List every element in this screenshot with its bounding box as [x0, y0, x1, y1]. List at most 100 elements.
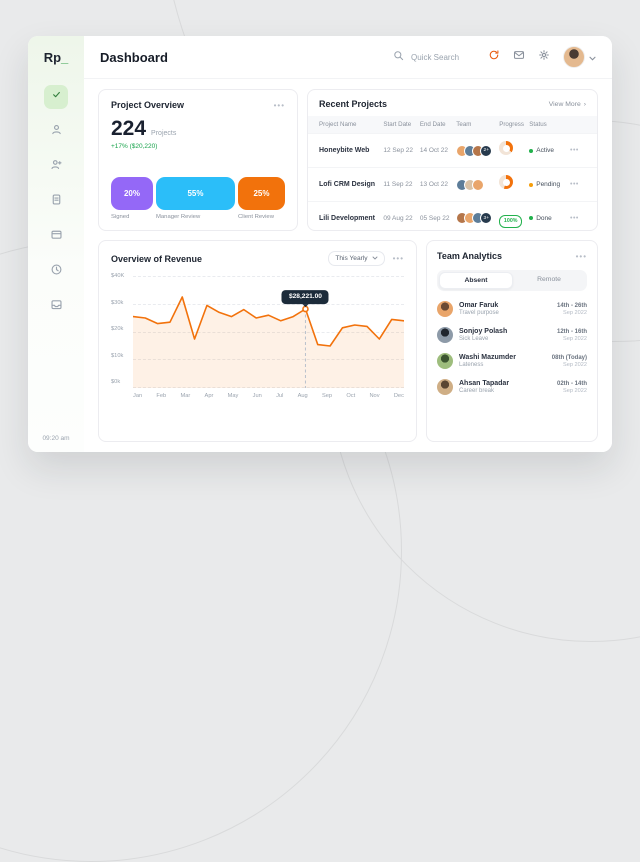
- search-box[interactable]: [393, 48, 475, 66]
- segment-labels: Signed Manager Review Client Review: [111, 214, 285, 220]
- col-progress: Progress: [499, 121, 524, 128]
- app-window: Rp_ 09:20 am: [28, 36, 612, 452]
- page-title: Dashboard: [100, 49, 168, 65]
- row-menu-icon[interactable]: •••: [570, 147, 579, 154]
- card-title: Project Overview: [111, 100, 185, 110]
- table-row[interactable]: Honeybite Web 12 Sep 22 14 Oct 22 2+ Act…: [308, 133, 597, 167]
- segment-label: Manager Review: [156, 214, 201, 220]
- project-overview-card: Project Overview ••• 224 Projects +17% (…: [98, 89, 298, 231]
- period-select[interactable]: This Yearly: [328, 251, 385, 266]
- sidebar-item-team[interactable]: [44, 155, 68, 179]
- user-menu[interactable]: [563, 46, 596, 68]
- progress-donut: [499, 175, 514, 189]
- row-menu-icon[interactable]: •••: [570, 214, 579, 222]
- status-dot: [529, 182, 534, 187]
- tab-absent[interactable]: Absent: [439, 272, 513, 289]
- end-date: 13 Oct 22: [419, 181, 449, 188]
- team-avatars: 3+: [456, 212, 499, 225]
- member-reason: Lateness: [459, 362, 484, 368]
- col-project-name: Project Name: [319, 121, 357, 128]
- gear-icon: [538, 48, 550, 66]
- sidebar-item-overview[interactable]: [44, 85, 68, 109]
- avatar: [472, 178, 485, 191]
- segment-signed[interactable]: 20%: [111, 177, 153, 210]
- member-reason: Career break: [459, 388, 495, 394]
- progress-donut: [499, 141, 514, 155]
- members-list: Omar Faruk Travel purpose 14th - 26th Se…: [437, 301, 587, 395]
- sidebar-time: 09:20 am: [42, 435, 70, 442]
- avatar: [437, 301, 453, 317]
- avatar: [563, 46, 585, 68]
- topbar: Dashboard: [84, 36, 612, 79]
- segment-client-review[interactable]: 25%: [237, 177, 285, 210]
- team-avatars: [456, 178, 499, 191]
- logo-accent: _: [61, 50, 69, 65]
- row-menu-icon[interactable]: •••: [570, 181, 579, 188]
- col-status: Status: [529, 121, 547, 128]
- project-name: Lili Development: [319, 214, 376, 222]
- inbox-icon: [50, 298, 63, 316]
- y-axis-labels: $40K $30k $20k $10k $0k: [111, 273, 125, 385]
- table-row[interactable]: Lili Development 09 Aug 22 05 Sep 22 3+ …: [308, 201, 597, 230]
- member-month: Sep 2022: [563, 387, 587, 394]
- member-range: 02th - 14th: [556, 380, 587, 387]
- member-name: Sonjoy Polash: [459, 328, 508, 335]
- segment-manager-review[interactable]: 55%: [156, 177, 235, 210]
- clock-icon: [50, 263, 63, 281]
- plot-area[interactable]: $28,221.00: [133, 276, 404, 388]
- dashboard-content: Project Overview ••• 224 Projects +17% (…: [84, 79, 612, 452]
- refresh-icon: [488, 48, 500, 66]
- card-icon: [50, 228, 63, 246]
- main-area: Dashboard: [84, 36, 612, 452]
- table-row[interactable]: Lofi CRM Design 11 Sep 22 13 Oct 22 Pend…: [308, 167, 597, 201]
- progress-segments: 20% 55% 25%: [111, 177, 285, 210]
- projects-count-label: Projects: [151, 130, 177, 137]
- member-month: Sep 2022: [563, 361, 587, 368]
- progress-complete-badge: 100%: [499, 214, 523, 228]
- sidebar-item-history[interactable]: [44, 260, 68, 284]
- logo-text: Rp: [43, 50, 62, 65]
- logo[interactable]: Rp_: [44, 50, 69, 65]
- segment-label: Client Review: [237, 214, 274, 220]
- list-item[interactable]: Washi Mazumder Lateness 08th (Today) Sep…: [437, 353, 587, 369]
- card-title: Overview of Revenue: [111, 253, 203, 264]
- revenue-line-svg: [133, 276, 404, 388]
- overflow-menu-icon[interactable]: •••: [392, 254, 404, 263]
- segment-label: Signed: [111, 214, 130, 220]
- sidebar-item-profile[interactable]: [44, 120, 68, 144]
- status-label: Pending: [536, 181, 561, 188]
- overflow-menu-icon[interactable]: •••: [575, 251, 587, 261]
- search-input[interactable]: [409, 51, 475, 63]
- view-more-link[interactable]: View More ›: [549, 101, 586, 108]
- status-badge: Done: [529, 215, 570, 222]
- status-dot: [529, 148, 534, 153]
- status-badge: Pending: [529, 181, 570, 188]
- tab-remote[interactable]: Remote: [537, 276, 561, 283]
- sidebar-item-projects[interactable]: [44, 190, 68, 214]
- revenue-card: Overview of Revenue This Yearly ••• $40K: [98, 240, 417, 442]
- list-item[interactable]: Sonjoy Polash Sick Leave 12th - 16th Sep…: [437, 327, 587, 343]
- member-name: Washi Mazumder: [459, 354, 516, 361]
- member-range: 12th - 16th: [556, 328, 587, 335]
- status-dot: [529, 216, 534, 221]
- end-date: 14 Oct 22: [419, 147, 449, 154]
- avatar: [437, 353, 453, 369]
- card-title: Recent Projects: [319, 99, 388, 109]
- list-item[interactable]: Ahsan Tapadar Career break 02th - 14th S…: [437, 379, 587, 395]
- mail-button[interactable]: [513, 48, 525, 66]
- card-title: Team Analytics: [437, 251, 503, 261]
- period-select-value: This Yearly: [335, 255, 368, 262]
- list-item[interactable]: Omar Faruk Travel purpose 14th - 26th Se…: [437, 301, 587, 317]
- sidebar-item-inbox[interactable]: [44, 295, 68, 319]
- overflow-menu-icon[interactable]: •••: [273, 100, 285, 110]
- settings-button[interactable]: [538, 48, 550, 66]
- analytics-tabs: Absent Remote: [437, 270, 587, 291]
- start-date: 11 Sep 22: [383, 181, 413, 188]
- project-name: Lofi CRM Design: [319, 181, 375, 188]
- x-axis-labels: Jan Feb Mar Apr May Jun Jul Aug Sep Oct: [133, 393, 404, 399]
- sidebar-item-billing[interactable]: [44, 225, 68, 249]
- refresh-button[interactable]: [488, 48, 500, 66]
- recent-projects-card: Recent Projects View More › Project Name…: [307, 89, 598, 231]
- col-end-date: End Date: [419, 121, 446, 128]
- status-badge: Active: [529, 147, 570, 154]
